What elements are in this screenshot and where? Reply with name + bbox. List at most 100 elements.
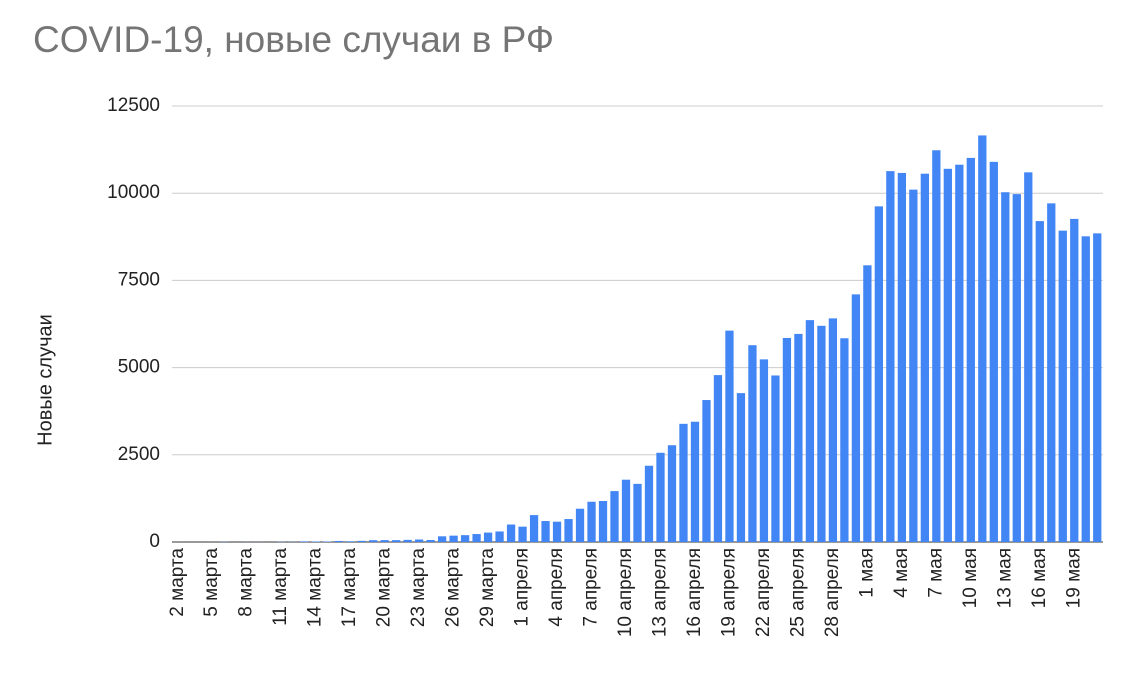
- bar: [334, 540, 343, 542]
- x-tick-label: 16 апреля: [684, 548, 705, 637]
- bar: [518, 526, 527, 542]
- bar: [920, 173, 929, 542]
- bar: [989, 161, 998, 542]
- x-tick-label: 19 мая: [1063, 548, 1084, 608]
- bar: [943, 168, 952, 542]
- x-tick-label: 7 апреля: [581, 548, 602, 627]
- bar: [621, 479, 631, 542]
- bar: [805, 320, 815, 542]
- bar: [1070, 218, 1079, 542]
- bar: [403, 539, 412, 542]
- x-tick-label: 13 мая: [994, 548, 1015, 608]
- bar: [909, 189, 918, 542]
- bar: [1058, 230, 1067, 542]
- x-tick-label: 14 марта: [305, 548, 326, 628]
- bar: [1081, 236, 1090, 542]
- bar: [771, 375, 780, 542]
- y-axis-label: Новые случаи: [34, 314, 56, 446]
- bar: [713, 375, 723, 542]
- y-tick-label: 12500: [107, 95, 160, 116]
- bar: [552, 521, 562, 542]
- bar: [978, 135, 987, 542]
- x-tick-label: 26 марта: [443, 548, 464, 628]
- x-tick-label: 11 марта: [270, 548, 291, 626]
- bar: [1012, 194, 1021, 542]
- bar: [897, 172, 906, 542]
- bar: [391, 540, 401, 542]
- bar: [1047, 203, 1056, 542]
- bar: [817, 325, 826, 542]
- bar: [437, 536, 447, 542]
- x-tick-label: 13 апреля: [650, 548, 671, 637]
- bar: [598, 501, 608, 542]
- bar: [633, 483, 642, 542]
- bar: [667, 445, 677, 542]
- x-tick-label: 1 мая: [856, 548, 877, 598]
- y-tick-label: 7500: [118, 269, 160, 290]
- bar: [656, 452, 665, 542]
- x-tick-label: 10 апреля: [615, 548, 636, 637]
- bar: [955, 164, 964, 542]
- bar: [1093, 233, 1102, 543]
- x-tick-label: 29 марта: [477, 548, 498, 628]
- chart-title: COVID-19, новые случаи в РФ: [33, 19, 554, 60]
- bar: [460, 535, 470, 542]
- x-tick-label: 4 мая: [891, 548, 912, 598]
- bar: [472, 534, 481, 542]
- bar: [966, 157, 975, 543]
- x-tick-label: 8 марта: [236, 548, 257, 617]
- bar: [529, 515, 539, 542]
- bar: [369, 540, 378, 542]
- bar: [300, 541, 309, 542]
- bar: [414, 539, 424, 542]
- bar: [644, 465, 654, 542]
- bar: [357, 540, 366, 542]
- bar: [541, 521, 550, 542]
- bar: [748, 345, 757, 542]
- y-tick-label: 0: [149, 531, 160, 552]
- bar: [863, 265, 872, 542]
- x-tick-label: 17 марта: [339, 548, 360, 628]
- x-tick-label: 25 апреля: [787, 548, 808, 637]
- bar: [932, 150, 941, 542]
- bar: [426, 540, 435, 542]
- bar: [610, 491, 619, 542]
- y-tick-label: 5000: [118, 357, 160, 378]
- x-tick-label: 1 апреля: [512, 548, 533, 627]
- bar: [506, 524, 516, 542]
- x-tick-label: 16 мая: [1029, 548, 1050, 608]
- bar: [886, 171, 895, 542]
- bar: [1001, 192, 1010, 542]
- bar: [679, 423, 688, 542]
- x-tick-label: 20 марта: [374, 548, 395, 628]
- x-tick-label: 23 марта: [408, 548, 429, 628]
- bar: [483, 532, 493, 542]
- x-tick-label: 4 апреля: [546, 548, 567, 627]
- bar: [449, 535, 458, 542]
- bar: [874, 206, 884, 542]
- bar: [702, 400, 711, 542]
- bar: [575, 508, 585, 542]
- bar: [782, 337, 792, 542]
- y-tick-label: 10000: [107, 182, 160, 203]
- bar: [346, 541, 355, 542]
- bar: [794, 333, 803, 542]
- bar: [725, 330, 734, 542]
- bar: [828, 318, 838, 542]
- x-tick-label: 28 апреля: [822, 548, 843, 637]
- bar: [840, 338, 849, 542]
- bar: [1024, 172, 1033, 542]
- bar: [690, 421, 700, 542]
- x-tick-label: 2 марта: [167, 548, 188, 617]
- bar: [495, 531, 504, 542]
- bar: [1035, 221, 1044, 542]
- x-tick-label: 19 апреля: [718, 548, 739, 637]
- bar: [564, 519, 573, 542]
- y-tick-label: 2500: [118, 444, 160, 465]
- bar: [736, 393, 746, 542]
- bar: [759, 359, 769, 542]
- bar: [587, 501, 596, 542]
- bar: [380, 540, 389, 542]
- x-tick-label: 7 мая: [925, 548, 946, 598]
